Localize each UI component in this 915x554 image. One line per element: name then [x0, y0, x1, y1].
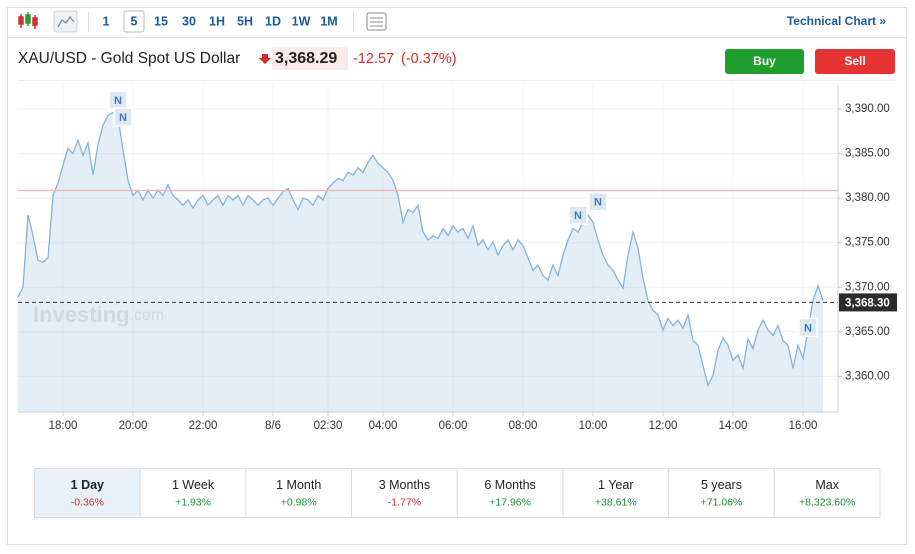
x-tick-label: 12:00: [649, 420, 678, 432]
x-tick-label: 16:00: [789, 420, 818, 432]
area-icon[interactable]: [53, 10, 78, 33]
chart: 3,360.00 3,365.00 3,370.00 3,375.00 3,380.00…: [17, 85, 897, 432]
settings-icon[interactable]: [366, 12, 387, 31]
news-marker-label[interactable]: N: [114, 95, 122, 107]
interval-button[interactable]: 1H: [209, 14, 225, 28]
x-tick-label: 20:00: [119, 420, 148, 432]
sell-button[interactable]: [815, 49, 895, 74]
performance-bar: 1 Day -0.36% 1 Week +1.93% 1 Month +0.98% 3 Mo…: [34, 468, 881, 518]
performance-period[interactable]: 1 Day: [71, 478, 104, 492]
performance-cell[interactable]: [245, 468, 353, 518]
x-tick-label: 14:00: [719, 420, 748, 432]
interval-button[interactable]: 5H: [237, 14, 253, 28]
y-tick-label: 3,365.00: [845, 326, 890, 338]
x-tick-label: 06:00: [439, 420, 468, 432]
performance-period[interactable]: 5 years: [701, 478, 742, 492]
y-tick-label: 3,370.00: [845, 281, 890, 293]
x-tick-label: 8/6: [265, 420, 281, 432]
x-tick-label: 10:00: [579, 420, 608, 432]
interval-button[interactable]: 1M: [320, 14, 337, 28]
symbol-name: XAU/USD - Gold Spot US Dollar: [18, 50, 240, 67]
news-marker[interactable]: [113, 107, 133, 127]
x-tick-label: 02:30: [314, 420, 343, 432]
interval-button[interactable]: 1: [103, 14, 110, 28]
performance-period[interactable]: Max: [815, 478, 839, 492]
sell-label[interactable]: Sell: [844, 54, 865, 68]
interval-button[interactable]: 1W: [292, 14, 311, 28]
news-marker[interactable]: [798, 317, 818, 338]
performance-change[interactable]: +8,323.60%: [799, 496, 855, 508]
performance-cell[interactable]: [139, 468, 247, 518]
technical-chart-link[interactable]: Technical Chart »: [787, 14, 886, 28]
last-price-label: 3,368.30: [845, 297, 890, 309]
performance-change[interactable]: -0.36%: [71, 496, 104, 508]
x-tick-label: 18:00: [49, 420, 78, 432]
candle-icon[interactable]: [18, 12, 38, 29]
price: 3,368.29: [275, 50, 337, 67]
news-marker-label[interactable]: N: [804, 322, 812, 334]
price-change-percent: (-0.37%): [401, 51, 457, 67]
interval-selected: [123, 10, 145, 33]
news-marker[interactable]: [588, 191, 608, 212]
x-tick-label: 22:00: [189, 420, 218, 432]
performance-period[interactable]: 6 Months: [484, 478, 535, 492]
news-marker-label[interactable]: N: [574, 210, 582, 222]
performance-cell[interactable]: [773, 468, 881, 518]
performance-period[interactable]: 1 Year: [598, 478, 633, 492]
y-tick-label: 3,385.00: [845, 148, 890, 160]
area-icon-line: [57, 15, 75, 28]
performance-change[interactable]: -1.77%: [388, 496, 421, 508]
y-tick-label: 3,375.00: [845, 237, 890, 249]
performance-change[interactable]: +71.06%: [701, 496, 743, 508]
news-marker-label[interactable]: N: [119, 112, 127, 124]
watermark-suffix: .com: [130, 307, 165, 324]
price-change: -12.57: [353, 51, 394, 67]
interval-button[interactable]: 15: [154, 14, 168, 28]
watermark-brand: Investing: [33, 302, 130, 327]
performance-change[interactable]: +1.93%: [175, 496, 211, 508]
performance-cell[interactable]: [34, 468, 141, 518]
x-tick-label: 04:00: [369, 420, 398, 432]
performance-change[interactable]: +0.98%: [281, 496, 317, 508]
y-tick-label: 3,360.00: [845, 370, 890, 382]
buy-label[interactable]: Buy: [753, 54, 776, 68]
performance-period[interactable]: 1 Week: [172, 478, 215, 492]
price-line: [17, 111, 824, 388]
performance-cell[interactable]: [562, 468, 670, 518]
performance-cell[interactable]: [351, 468, 458, 518]
performance-period[interactable]: 1 Month: [276, 478, 321, 492]
buy-button[interactable]: [725, 49, 804, 74]
last-price-box: [839, 293, 897, 312]
y-tick-label: 3,380.00: [845, 192, 890, 204]
y-tick-label: 3,390.00: [845, 103, 890, 115]
performance-change[interactable]: +17.96%: [489, 496, 531, 508]
news-marker-label[interactable]: N: [594, 197, 602, 209]
watermark: Investing.com: [33, 302, 164, 327]
performance-cell[interactable]: [456, 468, 564, 518]
interval-button[interactable]: 30: [182, 14, 196, 28]
area-fill: [18, 112, 823, 412]
performance-change[interactable]: +38.61%: [595, 496, 637, 508]
performance-period[interactable]: 3 Months: [379, 478, 430, 492]
news-marker[interactable]: [568, 205, 588, 225]
performance-cell[interactable]: [668, 468, 775, 518]
interval-button[interactable]: 5: [131, 14, 138, 28]
price-highlight: [272, 47, 348, 70]
x-tick-label: 08:00: [509, 420, 538, 432]
down-arrow: [259, 54, 271, 64]
interval-button[interactable]: 1D: [265, 14, 281, 28]
